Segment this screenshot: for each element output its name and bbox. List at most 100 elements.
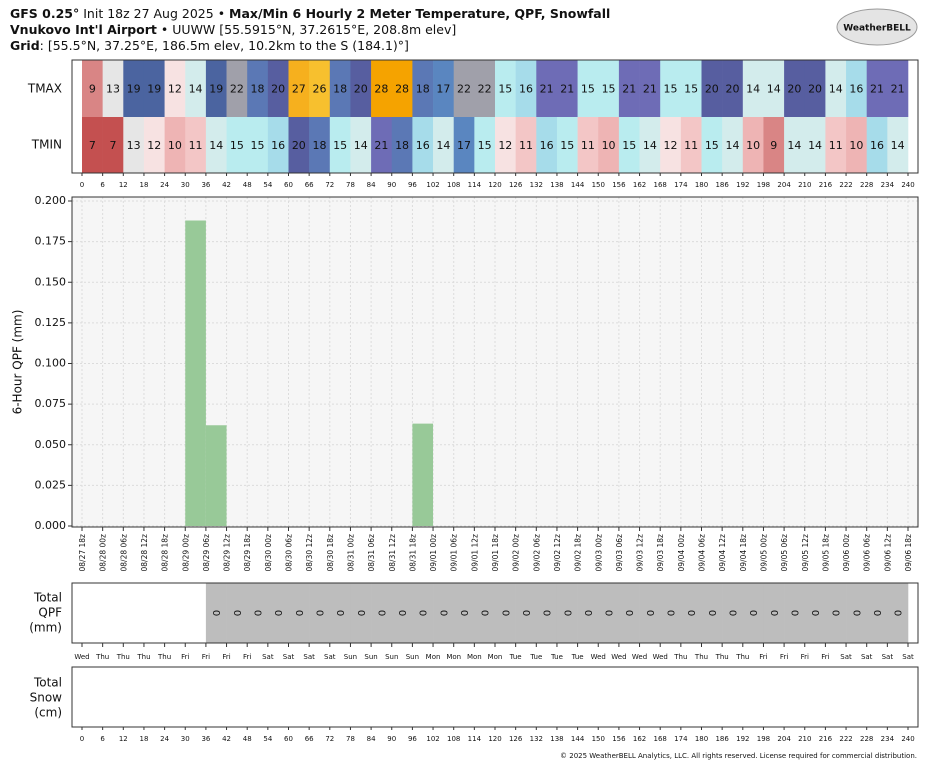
hour-label: 150 [592,181,605,189]
x-tick-label: 09/03 00z [594,534,603,572]
total-snow-frame [71,666,919,728]
hour-label: 156 [612,181,626,189]
tmax-cell [722,60,744,117]
tmin-value: 12 [664,139,678,152]
x-tick-label: 08/30 06z [285,534,294,572]
weekday-label: Wed [74,653,89,661]
hour-label: 180 [695,735,708,743]
tmax-cell [350,60,372,117]
tmax-value: 18 [333,83,347,96]
tmin-value: 11 [829,139,843,152]
tmax-cell [846,60,867,117]
tmax-cell [123,60,145,117]
weekday-label: Thu [735,653,749,661]
x-tick-label: 09/02 18z [574,534,583,572]
total-qpf-value: 0 [850,610,861,616]
hour-label: 174 [674,181,688,189]
hour-label: 156 [612,735,626,743]
x-tick-label: 08/30 18z [326,534,335,572]
total-qpf-cell [350,583,372,643]
y-tick-label: 0.175 [35,235,67,248]
tmin-value: 11 [519,139,533,152]
x-tick-label: 09/03 12z [636,534,645,572]
hour-label: 66 [305,735,314,743]
total-qpf-value: 0 [665,610,676,616]
tmax-cell [226,60,248,117]
tmax-value: 12 [168,83,182,96]
hour-label: 36 [201,181,210,189]
y-tick-label: 0.150 [35,275,67,288]
x-tick-label: 09/03 18z [656,534,665,572]
hour-label: 210 [798,735,811,743]
tmax-value: 22 [230,83,244,96]
tmin-value: 14 [354,139,368,152]
tmin-value: 17 [457,139,471,152]
y-axis-label: 6-Hour QPF (mm) [11,310,25,415]
tmin-value: 10 [746,139,760,152]
hour-label: 12 [119,735,128,743]
weekday-label: Sun [364,653,377,661]
weekday-label: Mon [488,653,503,661]
hour-label: 78 [346,735,355,743]
tmax-cell [515,60,537,117]
hour-label: 228 [860,735,873,743]
weekday-label: Thu [136,653,150,661]
total-qpf-value: 0 [479,610,490,616]
hour-label: 18 [139,181,148,189]
tmin-cell [742,117,764,173]
tmax-cell [804,60,826,117]
total-qpf-value: 0 [396,610,407,616]
total-qpf-value: 0 [293,610,304,616]
tmax-cell [866,60,888,117]
total-snow-label: (cm) [34,706,62,720]
tmax-cell [887,60,909,117]
hour-label: 120 [488,735,501,743]
x-tick-label: 09/04 18z [739,534,748,572]
hour-label: 90 [387,735,396,743]
y-tick-label: 0.050 [35,438,67,451]
total-qpf-cell [433,583,454,643]
tmin-cell [515,117,537,173]
total-qpf-cell [453,583,475,643]
tmax-cell [329,60,351,117]
total-qpf-cell [536,583,558,643]
total-qpf-cell [701,583,723,643]
tmin-value: 15 [333,139,347,152]
tmin-cell [598,117,620,173]
total-qpf-cell [288,583,310,643]
tmin-value: 11 [189,139,203,152]
tmin-value: 11 [684,139,698,152]
tmin-cell [453,117,475,173]
tmax-cell [143,60,165,117]
total-qpf-cell [495,583,516,643]
tmin-cell [722,117,744,173]
tmax-value: 21 [560,83,574,96]
weekday-label: Thu [95,653,109,661]
weekday-label: Fri [222,653,230,661]
hour-label: 6 [100,181,105,189]
hour-label: 192 [736,735,749,743]
hour-label: 48 [243,735,252,743]
hour-label: 30 [181,181,190,189]
total-qpf-value: 0 [623,610,634,616]
logo-badge [836,8,918,46]
y-tick-label: 0.025 [35,478,67,491]
tmin-value: 10 [849,139,863,152]
weekday-label: Tue [550,653,563,661]
x-tick-label: 08/30 12z [305,534,314,572]
tmin-cell [577,117,599,173]
weekday-label: Wed [632,653,647,661]
x-tick-label: 09/05 00z [759,534,768,572]
tmin-value: 16 [870,139,884,152]
total-qpf-cell [515,583,537,643]
weekday-label: Wed [611,653,626,661]
total-qpf-value: 0 [210,610,221,616]
tmax-value: 16 [519,83,533,96]
total-qpf-value: 0 [541,610,552,616]
title: Max/Min 6 Hourly 2 Meter Temperature, QP… [229,6,610,21]
hour-label: 90 [387,181,396,189]
hour-label: 234 [881,735,895,743]
total-qpf-cell [825,583,847,643]
x-tick-label: 09/06 00z [842,534,851,572]
tmin-value: 15 [251,139,265,152]
